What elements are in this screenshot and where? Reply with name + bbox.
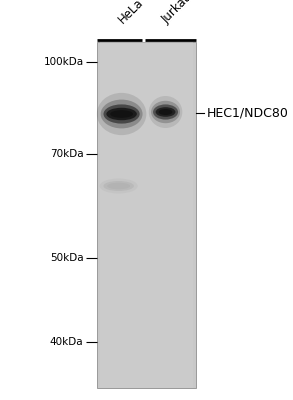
Ellipse shape (159, 109, 172, 115)
Text: HeLa: HeLa (115, 0, 146, 26)
Ellipse shape (149, 96, 182, 128)
Ellipse shape (110, 110, 133, 118)
Ellipse shape (100, 178, 138, 194)
Bar (97, 42, 196, 388)
Ellipse shape (97, 93, 146, 135)
Ellipse shape (153, 104, 178, 120)
Ellipse shape (101, 100, 142, 128)
Bar (100, 42, 193, 388)
Ellipse shape (156, 107, 176, 117)
Ellipse shape (151, 101, 180, 123)
Ellipse shape (106, 108, 137, 120)
Ellipse shape (103, 104, 140, 124)
Text: HEC1/NDC80: HEC1/NDC80 (207, 106, 288, 119)
Ellipse shape (107, 183, 130, 189)
Text: Jurkat: Jurkat (159, 0, 193, 26)
Text: 40kDa: 40kDa (50, 337, 84, 347)
Text: 100kDa: 100kDa (43, 57, 84, 67)
Ellipse shape (103, 181, 134, 191)
Text: 70kDa: 70kDa (50, 149, 84, 159)
Text: 50kDa: 50kDa (50, 253, 84, 263)
